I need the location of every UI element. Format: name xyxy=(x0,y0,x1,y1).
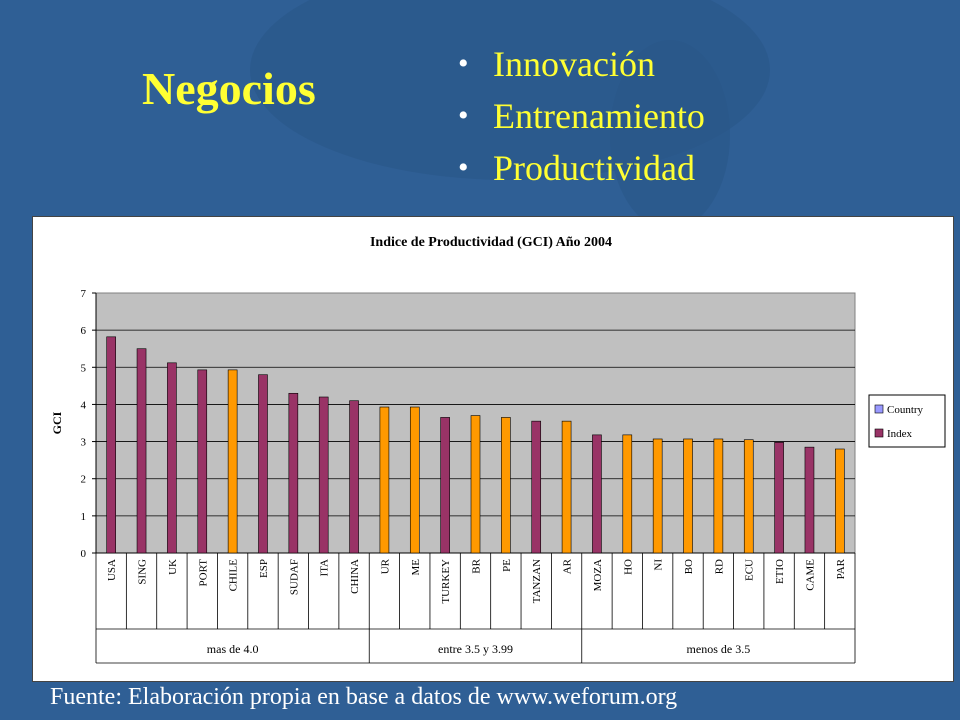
bar-port xyxy=(197,369,208,554)
legend-label: Index xyxy=(887,428,913,440)
bar-chile xyxy=(227,369,238,554)
x-tick-label: ETIO xyxy=(774,559,786,584)
bar-ho xyxy=(622,434,633,554)
x-tick-label: ESP xyxy=(258,559,270,578)
x-tick-label: PORT xyxy=(197,559,209,587)
x-tick-label: UR xyxy=(379,558,391,574)
bar-br xyxy=(470,415,481,554)
x-tick-label: USA xyxy=(106,559,118,581)
source-caption: Fuente: Elaboración propia en base a dat… xyxy=(50,684,678,710)
bullet-text: Productividad xyxy=(493,148,695,188)
x-tick-label: CHINA xyxy=(349,559,361,594)
bar-moza xyxy=(592,434,602,554)
y-tick-label: 1 xyxy=(81,511,87,523)
x-tick-label: TANZAN xyxy=(531,559,543,603)
legend-swatch xyxy=(874,428,884,438)
bar-ar xyxy=(561,420,572,554)
bar-sing xyxy=(136,348,147,554)
x-tick-label: RD xyxy=(713,559,725,574)
background-shape-right xyxy=(610,40,730,230)
group-label: mas de 4.0 xyxy=(207,642,259,656)
y-tick-label: 6 xyxy=(81,325,87,337)
y-axis-label: GCI xyxy=(50,411,64,434)
x-tick-label: BR xyxy=(471,558,483,573)
bullet-text: Innovación xyxy=(493,44,655,84)
slide-title: Negocios xyxy=(142,63,316,114)
y-tick-label: 5 xyxy=(81,362,87,374)
bullet-dot-icon: • xyxy=(458,151,469,184)
bullet-item: • Productividad xyxy=(458,142,705,194)
y-tick-label: 4 xyxy=(81,399,87,411)
bar-ur xyxy=(379,406,390,554)
bar-pe xyxy=(501,417,511,554)
bar-par xyxy=(835,448,845,554)
bar-esp xyxy=(258,374,268,554)
bar-uk xyxy=(167,362,177,554)
x-tick-label: TURKEY xyxy=(440,559,452,604)
x-tick-label: HO xyxy=(622,559,634,575)
x-tick-label: ME xyxy=(410,559,422,576)
bullet-dot-icon: • xyxy=(458,99,469,132)
x-tick-label: NI xyxy=(653,559,665,571)
bar-ni xyxy=(652,438,663,554)
x-tick-label: PAR xyxy=(835,558,847,579)
y-tick-label: 0 xyxy=(81,548,87,560)
bar-usa xyxy=(106,336,116,554)
bar-bo xyxy=(683,438,693,554)
chart-svg: Indice de Productividad (GCI) Año 2004 G… xyxy=(50,235,946,664)
x-tick-label: CAME xyxy=(804,559,816,591)
x-tick-label: PE xyxy=(501,559,513,572)
bar-sudaf xyxy=(288,392,299,554)
legend-swatch xyxy=(874,404,884,414)
group-label: menos de 3.5 xyxy=(687,642,751,656)
x-tick-label: AR xyxy=(562,558,574,574)
x-tick-label: SUDAF xyxy=(288,559,300,595)
bullet-list: • Innovación • Entrenamiento • Productivida… xyxy=(458,38,705,194)
y-tick-label: 2 xyxy=(81,474,87,486)
bar-ita xyxy=(318,396,329,554)
bar-tanzan xyxy=(531,420,542,554)
chart-panel: Indice de Productividad (GCI) Año 2004 G… xyxy=(32,216,954,682)
y-tick-label: 3 xyxy=(81,437,87,449)
chart-title: Indice de Productividad (GCI) Año 2004 xyxy=(370,235,612,250)
bullet-text: Entrenamiento xyxy=(493,96,705,136)
bullet-item: • Entrenamiento xyxy=(458,90,705,142)
x-tick-label: UK xyxy=(167,559,179,575)
x-tick-label: MOZA xyxy=(592,559,604,591)
bar-ecu xyxy=(743,439,754,554)
bar-rd xyxy=(713,438,724,554)
x-tick-label: SING xyxy=(137,559,149,585)
x-tick-label: CHILE xyxy=(228,559,240,592)
x-tick-label: ECU xyxy=(744,559,756,581)
legend-label: Country xyxy=(887,404,924,416)
bar-me xyxy=(409,406,420,554)
group-label: entre 3.5 y 3.99 xyxy=(438,642,513,656)
x-tick-label: ITA xyxy=(319,559,331,577)
legend-box xyxy=(868,394,946,448)
y-tick-label: 7 xyxy=(81,288,87,300)
bar-etio xyxy=(774,442,784,554)
bar-turkey xyxy=(440,417,450,554)
chart-plot: 0 1 2 3 4 5 6 7 USA SING UK PORT CHILE ESP SUDAF ITA CHI… xyxy=(81,288,946,664)
bullet-item: • Innovación xyxy=(458,38,705,90)
bar-came xyxy=(804,446,815,554)
x-tick-label: BO xyxy=(683,559,695,574)
bar-china xyxy=(349,400,359,554)
bullet-dot-icon: • xyxy=(458,47,469,80)
